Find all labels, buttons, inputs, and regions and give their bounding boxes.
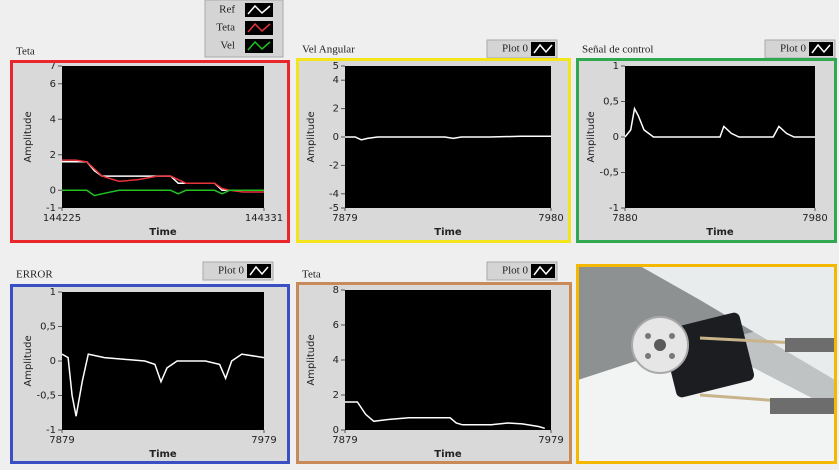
plot-area (62, 66, 264, 208)
x-tick-label: 144331 (245, 213, 283, 224)
plot-area (62, 292, 264, 430)
x-tick-label: 7879 (332, 435, 357, 446)
x-axis-label: Time (434, 449, 462, 460)
y-tick-label: 6 (50, 79, 56, 90)
y-tick-label: 2 (333, 390, 339, 401)
y-tick-label: -0,5 (599, 168, 619, 179)
plot-area (345, 290, 551, 430)
legend: Plot 0 (765, 40, 835, 58)
y-tick-label: 1 (50, 287, 56, 298)
x-tick-label: 7880 (612, 213, 637, 224)
camera-view (578, 266, 835, 462)
y-axis-label: Amplitude (23, 111, 34, 162)
y-tick-label: 4 (333, 355, 339, 366)
x-tick-label: 7980 (802, 213, 827, 224)
legend: Ref Teta Vel (205, 0, 283, 57)
x-tick-label: 144225 (43, 213, 81, 224)
y-axis-label: Amplitude (23, 335, 34, 386)
y-tick-label: 5 (333, 61, 339, 72)
y-tick-label: 1 (613, 61, 619, 72)
legend: Plot 0 (487, 262, 557, 280)
y-tick-label: 0,5 (603, 97, 619, 108)
y-tick-label: 2 (333, 104, 339, 115)
y-tick-label: 0 (333, 132, 339, 143)
x-tick-label: 7979 (538, 435, 563, 446)
y-tick-label: 8 (333, 285, 339, 296)
y-axis-label: Amplitude (586, 111, 597, 162)
legend-label: Vel (220, 40, 235, 52)
x-axis-label: Time (706, 227, 734, 238)
chart-title: Vel Angular (302, 44, 355, 56)
legend-label: Teta (216, 22, 235, 34)
y-tick-label: -2 (329, 160, 339, 171)
y-tick-label: -0,5 (36, 391, 56, 402)
y-tick-label: 4 (333, 75, 339, 86)
y-tick-label: -4 (329, 189, 339, 200)
y-tick-label: 0 (50, 356, 56, 367)
y-tick-label: 4 (50, 114, 56, 125)
x-tick-label: 7979 (251, 435, 276, 446)
x-axis-label: Time (149, 227, 177, 238)
chart-title: ERROR (16, 269, 53, 281)
chart-title: Teta (302, 269, 321, 281)
x-tick-label: 7879 (332, 213, 357, 224)
x-axis-label: Time (149, 449, 177, 460)
chart-title: Señal de control (582, 44, 653, 56)
legend: Plot 0 (203, 262, 273, 280)
x-axis-label: Time (434, 227, 462, 238)
front-panel: Teta-102467144225144331TimeAmplitudeRefT… (0, 0, 839, 466)
y-axis-label: Amplitude (306, 111, 317, 162)
legend-label: Plot 0 (218, 265, 244, 277)
x-tick-label: 7980 (538, 213, 563, 224)
y-tick-label: 6 (333, 320, 339, 331)
legend-label: Plot 0 (502, 43, 528, 55)
legend-label: Plot 0 (502, 265, 528, 277)
y-axis-label: Amplitude (306, 334, 317, 385)
legend-label: Ref (219, 4, 235, 16)
y-tick-label: 2 (50, 150, 56, 161)
x-tick-label: 7879 (49, 435, 74, 446)
y-tick-label: 0 (50, 185, 56, 196)
y-tick-label: 0,5 (40, 322, 56, 333)
legend: Plot 0 (487, 40, 557, 58)
legend-label: Plot 0 (780, 43, 806, 55)
chart-title: Teta (16, 46, 35, 58)
y-tick-label: 0 (613, 132, 619, 143)
